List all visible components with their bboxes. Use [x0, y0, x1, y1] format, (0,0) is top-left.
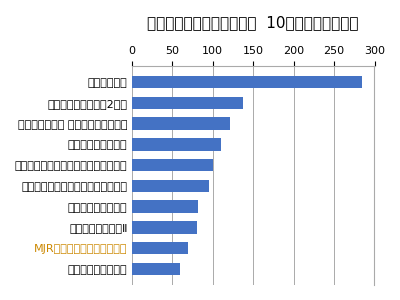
- Title: 福岡分譲マンションガイド  10月来場ベストテン: 福岡分譲マンションガイド 10月来場ベストテン: [147, 15, 359, 30]
- Bar: [132, 180, 209, 192]
- Bar: [132, 76, 362, 88]
- Bar: [132, 138, 221, 151]
- Bar: [132, 200, 198, 213]
- Bar: [132, 262, 180, 275]
- Bar: [132, 97, 244, 109]
- Bar: [132, 159, 213, 171]
- Bar: [132, 117, 230, 130]
- Bar: [132, 242, 188, 254]
- Bar: [132, 221, 196, 233]
